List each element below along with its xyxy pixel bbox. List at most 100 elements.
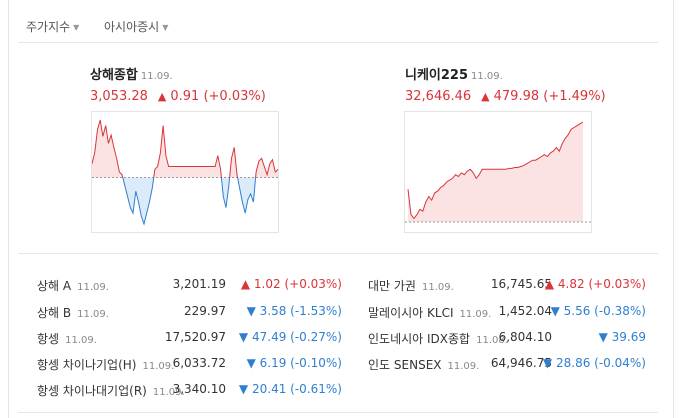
index-price: 17,520.97 [164,330,226,344]
index-change-pct: (-0.61%) [290,382,342,396]
down-arrow-icon: ▼ [246,356,256,370]
index-change-cell: ▲ 4.82 (+0.03%) [545,277,646,291]
index-name-cell: 인도 SENSEX 11.09. [368,356,479,373]
series-line-down [122,177,257,226]
caret-down-icon: ▼ [162,23,169,32]
index-date: 11.09. [65,335,97,346]
area-chart-nikkei [405,121,591,223]
series-line-up [92,119,278,178]
index-name[interactable]: 대만 가권 [368,279,416,293]
index-name[interactable]: 인도네시아 IDX종합 [368,332,471,346]
index-date: 11.08. [476,335,508,346]
up-arrow-icon: ▲ [544,277,555,291]
index-name-cell: 항셍 차이나대기업(R) 11.09. [37,382,185,399]
index-name[interactable]: 인도 SENSEX [368,358,442,372]
panel-frame [8,0,674,418]
index-name-cell: 대만 가권 11.09. [368,277,454,294]
index-change: 4.82 [557,277,585,291]
chart-box-shanghai[interactable] [91,111,279,233]
index-change-pct: (-0.38%) [594,304,646,318]
index-change-cell: ▼ 39.69 [599,330,646,344]
series-line-up [407,121,584,220]
index-name-cell: 말레이시아 KLCI 11.09. [368,304,491,321]
index-date: 11.09. [421,282,454,293]
index-price: 3,340.10 [172,382,226,396]
up-arrow-icon: ▲ [157,90,167,103]
index-change-cell: ▲ 1.02 (+0.03%) [241,277,342,291]
down-arrow-icon: ▼ [246,304,256,318]
index-price: 6,033.72 [172,356,226,370]
index-change: 39.69 [611,330,646,344]
area-up-fill [408,122,583,222]
tab-bar: 주가지수 ▼ 아시아증시 ▼ [18,10,658,43]
tab-asia-market[interactable]: 아시아증시 ▼ [104,18,168,35]
index-date: 11.09. [77,282,109,293]
chart-date: 11.09. [471,71,503,82]
index-price: 64,946.75 [490,356,552,370]
down-arrow-icon: ▼ [238,330,249,344]
index-change-cell: ▼ 20.41 (-0.61%) [239,382,342,396]
up-arrow-icon: ▲ [481,90,490,103]
index-change: 3.58 [259,304,287,318]
index-name[interactable]: 상해 A [37,279,72,293]
index-price: 16,745.65 [490,277,552,291]
tab-stock-index[interactable]: 주가지수 ▼ [26,18,79,35]
index-name[interactable]: 항셍 차이나기업(H) [37,358,137,372]
index-date: 11.09. [152,387,185,398]
index-date: 11.09. [447,361,480,372]
index-change: 47.49 [251,330,287,344]
index-change: 28.86 [555,356,591,370]
index-change-pct: (+0.03%) [588,277,646,291]
up-arrow-icon: ▲ [240,277,251,291]
index-change: 5.56 [563,304,591,318]
down-arrow-icon: ▼ [550,304,560,318]
down-arrow-icon: ▼ [238,382,249,396]
index-change-pct: (+1.49%) [543,89,606,104]
index-date: 11.09. [142,361,175,372]
index-name-cell: 상해 B 11.09. [37,304,109,321]
index-name[interactable]: 상해 B [37,306,72,320]
chart-card-nikkei[interactable]: 니케이225 11.09. 32,646.46 ▲ 479.98 (+1.49%) [405,64,606,104]
index-change-cell: ▼ 3.58 (-1.53%) [247,304,342,318]
line-chart-shanghai [92,119,278,226]
index-date: 11.09. [459,309,492,320]
index-change-cell: ▼ 28.86 (-0.04%) [543,356,646,370]
index-change-pct: (+0.03%) [203,89,266,104]
index-name-cell: 항셍 차이나기업(H) 11.09. [37,356,174,373]
index-change-cell: ▼ 5.56 (-0.38%) [551,304,646,318]
chart-card-shanghai[interactable]: 상해종합 11.09. 3,053.28 ▲ 0.91 (+0.03%) [90,64,290,104]
bottom-divider [18,412,658,413]
index-change-pct: (+0.03%) [284,277,342,291]
index-change: 1.02 [253,277,281,291]
chart-value-line: 32,646.46 ▲ 479.98 (+1.49%) [405,89,606,104]
index-name-cell: 인도네시아 IDX종합 11.08. [368,330,508,347]
index-change: 0.91 [170,89,200,104]
chart-title: 니케이225 [405,68,469,83]
index-name[interactable]: 항셍 [37,332,60,346]
index-date: 11.09. [77,309,109,320]
tab-label: 아시아증시 [104,20,160,34]
index-name-cell: 항셍 11.09. [37,330,97,347]
index-price: 6,804.10 [498,330,552,344]
chart-date: 11.09. [140,71,173,82]
index-change-pct: (-1.53%) [290,304,342,318]
down-arrow-icon: ▼ [542,356,553,370]
down-arrow-icon: ▼ [598,330,608,344]
index-change-pct: (-0.04%) [594,356,646,370]
index-change-pct: (-0.27%) [290,330,342,344]
index-value: 32,646.46 [405,89,472,104]
index-name[interactable]: 항셍 차이나대기업(R) [37,384,147,398]
index-change: 6.19 [259,356,287,370]
index-name[interactable]: 말레이시아 KLCI [368,306,454,320]
index-name-cell: 상해 A 11.09. [37,277,109,294]
index-change-pct: (-0.10%) [290,356,342,370]
index-value: 3,053.28 [90,89,148,104]
index-change-cell: ▼ 47.49 (-0.27%) [239,330,342,344]
chart-value-line: 3,053.28 ▲ 0.91 (+0.03%) [90,89,290,104]
section-divider [18,253,658,254]
index-price: 229.97 [184,304,226,318]
index-price: 3,201.19 [172,277,226,291]
area-down-fill [92,177,278,224]
tab-label: 주가지수 [26,20,71,34]
chart-box-nikkei[interactable] [404,111,592,233]
